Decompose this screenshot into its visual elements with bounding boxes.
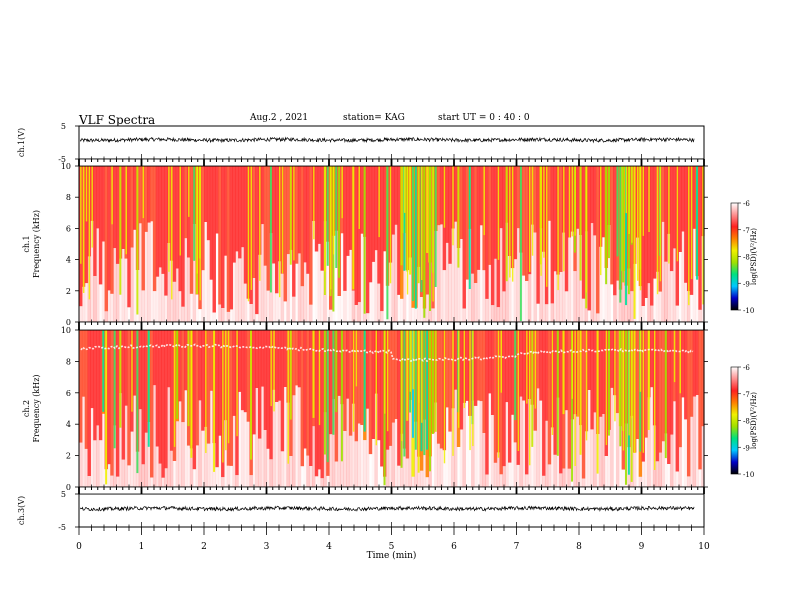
ch1-spectrogram-colorbar-tick-label: -8 — [743, 254, 750, 262]
ch2-spectrogram-ytick-label: 4 — [66, 420, 71, 429]
xaxis-tick-label: 8 — [576, 542, 582, 552]
ch2-spectrogram-ytick-label: 2 — [66, 452, 71, 461]
ch2-spectrogram-ytick-label: 10 — [61, 326, 71, 335]
ch1-waveform-ytick-label: -5 — [58, 155, 66, 164]
station-label: station= KAG — [343, 113, 405, 123]
ch2-spectrogram-ytick-label: 8 — [66, 357, 71, 366]
ch2-spectrogram-ytick-label: 6 — [66, 389, 71, 398]
ch1-spectrogram-ytick-label: 2 — [66, 287, 71, 296]
ch1-spectrogram-colorbar-label: log(PSD)(V²/Hz) — [750, 228, 758, 285]
ch1-spectrogram-image — [79, 166, 705, 322]
start-ut-label: start UT = 0 : 40 : 0 — [438, 113, 530, 123]
ch2-spectrogram-colorbar-label: log(PSD)(V²/Hz) — [750, 392, 758, 449]
ch1-spectrogram-ytick-label: 6 — [66, 224, 71, 233]
xaxis-tick-label: 1 — [139, 542, 145, 552]
ch1-spectrogram-ytick-label: 8 — [66, 193, 71, 202]
ch2-spectrogram-colorbar — [730, 366, 739, 475]
ch1-spectrogram-colorbar — [730, 202, 739, 311]
ch3-waveform-ytick-label: 5 — [61, 490, 66, 499]
ch1-spectrogram-ytick-label: 4 — [66, 256, 71, 265]
ch2-spectrogram-colorbar-tick-label: -9 — [743, 444, 750, 452]
xaxis-tick-label: 3 — [264, 542, 270, 552]
ch2-spectrogram-ylabel-frequency: Frequency (kHz) — [32, 374, 41, 442]
ch2-spectrogram-image — [79, 330, 705, 487]
ch2-spectrogram-colorbar-tick-label: -7 — [743, 391, 750, 399]
ch1-spectrogram-colorbar-tick-label: -10 — [743, 307, 754, 315]
xaxis-tick-label: 9 — [639, 542, 645, 552]
ch3-waveform-ytick-label: -5 — [58, 523, 66, 532]
ch3-waveform-ylabel: ch.3(V) — [17, 496, 26, 525]
xaxis-tick-label: 10 — [698, 542, 710, 552]
xaxis-tick-label: 4 — [326, 542, 332, 552]
xaxis-tick-label: 6 — [451, 542, 457, 552]
ch2-spectrogram-colorbar-tick-label: -10 — [743, 471, 754, 479]
ch1-spectrogram-colorbar-tick-label: -9 — [743, 280, 750, 288]
ch1-spectrogram-ylabel-channel: ch.1 — [22, 235, 31, 252]
ch2-spectrogram-colorbar-tick-label: -8 — [743, 418, 750, 426]
xaxis-tick-label: 0 — [76, 542, 82, 552]
xaxis-tick-label: 5 — [389, 542, 395, 552]
ch1-spectrogram-colorbar-tick-label: -6 — [743, 200, 750, 208]
ch1-spectrogram-ytick-label: 10 — [61, 162, 71, 171]
ch2-spectrogram-white-band — [80, 343, 694, 363]
xaxis-tick-label: 2 — [201, 542, 207, 552]
xaxis-tick-label: 7 — [514, 542, 520, 552]
ch2-spectrogram-ylabel-channel: ch.2 — [22, 400, 31, 417]
ch3-waveform-trace — [79, 505, 695, 512]
ch1-spectrogram-ytick-label: 0 — [66, 318, 71, 327]
xaxis-label: Time (min) — [367, 550, 417, 561]
ch1-spectrogram-ylabel-frequency: Frequency (kHz) — [32, 210, 41, 278]
ch2-spectrogram-colorbar-tick-label: -6 — [743, 364, 750, 372]
ch1-waveform-ytick-label: 5 — [61, 122, 66, 131]
ch1-spectrogram-colorbar-tick-label: -7 — [743, 227, 750, 235]
ch1-waveform-ylabel: ch.1(V) — [17, 128, 26, 157]
chart-title: VLF Spectra — [79, 113, 156, 127]
date-label: Aug.2 , 2021 — [250, 113, 309, 123]
ch2-spectrogram-ytick-label: 0 — [66, 483, 71, 492]
ch1-waveform-trace — [79, 136, 695, 144]
